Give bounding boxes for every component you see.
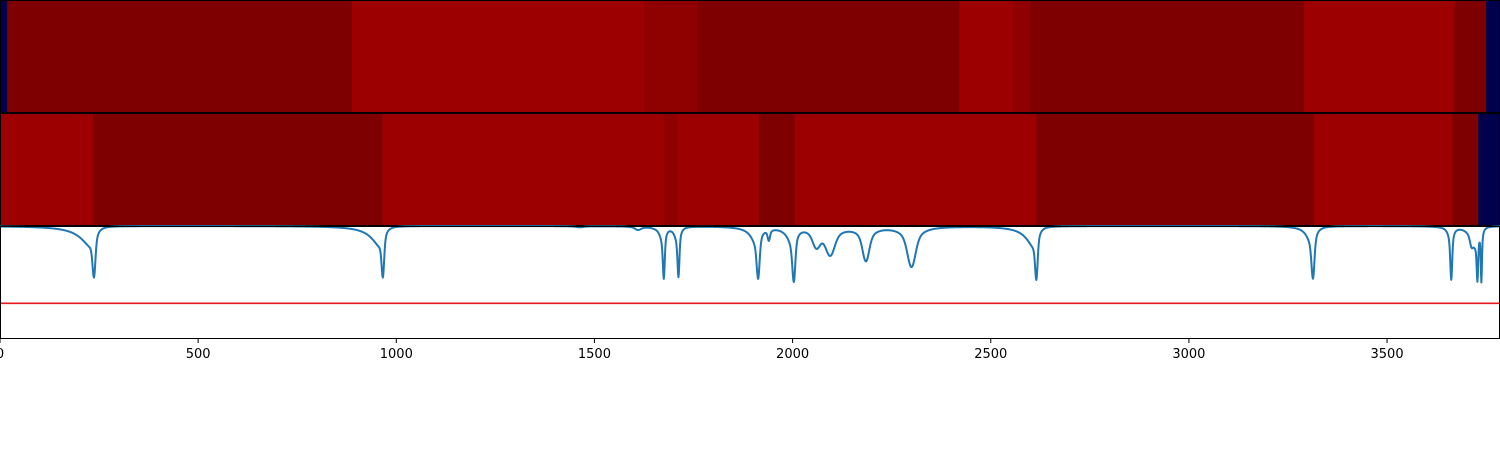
heatmap-cell bbox=[959, 0, 1014, 112]
heatmap-cell bbox=[677, 113, 760, 225]
heatmap-cell bbox=[1303, 0, 1455, 112]
heatmap-cell bbox=[0, 0, 8, 112]
heatmap-cell bbox=[93, 113, 383, 225]
heatmap-cell bbox=[1452, 113, 1479, 225]
heatmap-cell bbox=[794, 113, 1037, 225]
x-tick-label: 1000 bbox=[380, 347, 413, 362]
heatmap-cell bbox=[1313, 113, 1453, 225]
x-tick-label: 1500 bbox=[578, 347, 611, 362]
heatmap-cell bbox=[1454, 0, 1487, 112]
bottom-heatmap-strip bbox=[0, 113, 1500, 226]
spectrum-plot bbox=[0, 225, 1500, 339]
x-tick-label: 3000 bbox=[1172, 347, 1205, 362]
heatmap-cell bbox=[7, 0, 353, 112]
heatmap-cell bbox=[758, 113, 796, 225]
heatmap-cell bbox=[1030, 0, 1305, 112]
heatmap-cell bbox=[382, 113, 665, 225]
heatmap-cell bbox=[1486, 0, 1500, 112]
spectrum-line bbox=[0, 225, 1500, 284]
heatmap-cell bbox=[643, 0, 698, 112]
plot-frame bbox=[0, 226, 1500, 339]
x-tick-label: 500 bbox=[186, 347, 211, 362]
x-tick-label: 3500 bbox=[1371, 347, 1404, 362]
heatmap-cell bbox=[697, 0, 960, 112]
heatmap-cell bbox=[663, 113, 679, 225]
x-tick-label: 2000 bbox=[776, 347, 809, 362]
top-heatmap-strip bbox=[0, 0, 1500, 113]
heatmap-cell bbox=[1478, 113, 1500, 225]
heatmap-cell bbox=[351, 0, 645, 112]
heatmap-cell bbox=[1036, 113, 1315, 225]
x-axis: 0 500 1000 1500 2000 2500 3000 3500 bbox=[0, 338, 1404, 362]
x-tick-label: 2500 bbox=[974, 347, 1007, 362]
x-tick-label: 0 bbox=[0, 347, 4, 362]
heatmap-cell bbox=[0, 113, 94, 225]
heatmap-cell bbox=[1012, 0, 1031, 112]
